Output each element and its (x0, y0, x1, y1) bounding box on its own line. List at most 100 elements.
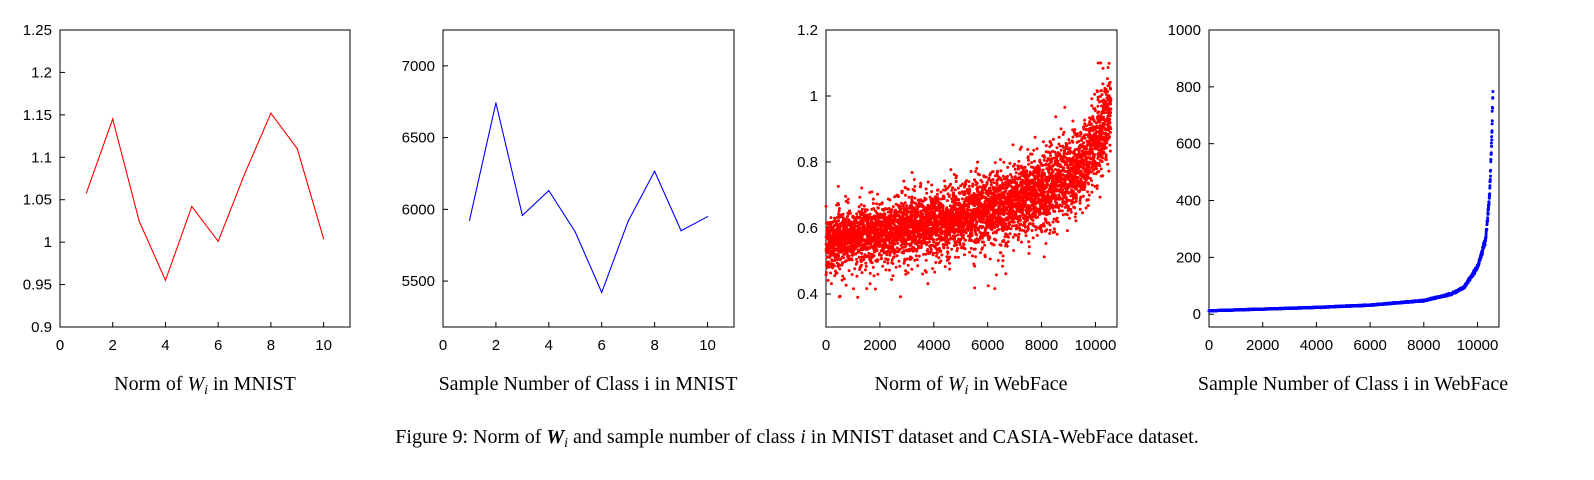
data-point (902, 249, 906, 253)
data-point (976, 240, 980, 244)
data-point (1057, 206, 1061, 210)
data-point (1062, 130, 1066, 134)
data-point (897, 259, 901, 263)
data-point (949, 182, 953, 186)
data-point (548, 189, 550, 192)
data-point (1033, 135, 1037, 139)
data-point (855, 274, 859, 278)
data-point (964, 231, 968, 235)
data-point (1026, 227, 1030, 231)
data-point (837, 254, 841, 258)
data-point (924, 252, 928, 256)
data-point (1036, 215, 1040, 219)
data-point (871, 202, 875, 205)
data-point (910, 267, 914, 271)
data-point (1009, 227, 1013, 231)
data-point (867, 251, 871, 255)
line-layer (468, 102, 709, 294)
data-point (960, 197, 964, 201)
data-point (916, 264, 920, 268)
data-point (1048, 232, 1052, 235)
data-point (945, 199, 949, 203)
data-point (953, 237, 956, 241)
x-tick-label: 0 (822, 337, 830, 354)
data-point (954, 195, 958, 199)
data-point (962, 207, 966, 211)
data-point (924, 258, 928, 262)
data-point (824, 271, 828, 274)
data-point (953, 255, 957, 259)
data-point (837, 250, 841, 253)
data-point (191, 205, 193, 208)
data-point (1056, 159, 1060, 163)
data-point (1035, 233, 1039, 237)
data-point (987, 192, 991, 196)
data-point (921, 204, 925, 208)
data-point (1075, 194, 1078, 198)
data-point (899, 207, 903, 211)
data-point (654, 170, 656, 172)
data-point (1029, 207, 1033, 211)
data-point (845, 252, 849, 256)
data-point (270, 112, 272, 114)
data-point (904, 241, 908, 245)
data-point (887, 268, 891, 272)
data-point (864, 264, 868, 268)
data-point (1031, 236, 1035, 240)
y-tick-label: 1 (44, 234, 52, 251)
data-point (935, 192, 939, 196)
data-point (984, 175, 988, 179)
data-point (963, 247, 967, 251)
data-point (1034, 228, 1038, 232)
data-point (969, 246, 973, 250)
data-point (831, 266, 835, 270)
data-point (888, 198, 892, 202)
data-point (1051, 206, 1055, 210)
data-point (983, 255, 987, 259)
data-point (899, 201, 903, 205)
data-point (1001, 264, 1005, 268)
data-point (857, 255, 861, 259)
data-point (962, 233, 965, 237)
data-point (1017, 235, 1020, 239)
data-point (833, 274, 837, 278)
data-point (680, 230, 682, 232)
data-point (914, 254, 918, 258)
x-tick-label: 10000 (1075, 337, 1117, 354)
data-point (841, 261, 845, 265)
data-point (1001, 174, 1005, 178)
data-point (848, 209, 851, 213)
data-point (868, 282, 872, 286)
data-point (943, 179, 946, 183)
data-point (1026, 148, 1030, 151)
data-point (993, 186, 997, 190)
data-point (1065, 213, 1069, 217)
data-point (872, 254, 876, 258)
data-point (1071, 135, 1075, 139)
data-point (841, 274, 845, 278)
data-point (841, 212, 845, 216)
data-point (890, 258, 894, 262)
data-point (850, 258, 854, 262)
data-point (991, 178, 995, 181)
x-tick-label: 4000 (917, 337, 950, 354)
data-point (574, 231, 576, 233)
data-point (919, 181, 923, 185)
data-point (963, 192, 967, 196)
data-point (936, 197, 940, 201)
panel-caption: Norm of Wi in MNIST (114, 373, 296, 398)
data-point (1083, 118, 1087, 122)
data-point (880, 257, 883, 260)
data-point (968, 190, 972, 194)
data-point (1013, 167, 1017, 171)
data-point (850, 273, 854, 276)
y-tick-label: 5500 (402, 273, 435, 290)
data-point (845, 259, 848, 263)
data-point (985, 182, 989, 186)
data-point (868, 271, 872, 275)
data-point (847, 254, 851, 258)
data-point (835, 271, 839, 275)
data-point (824, 273, 828, 277)
data-point (894, 209, 898, 213)
